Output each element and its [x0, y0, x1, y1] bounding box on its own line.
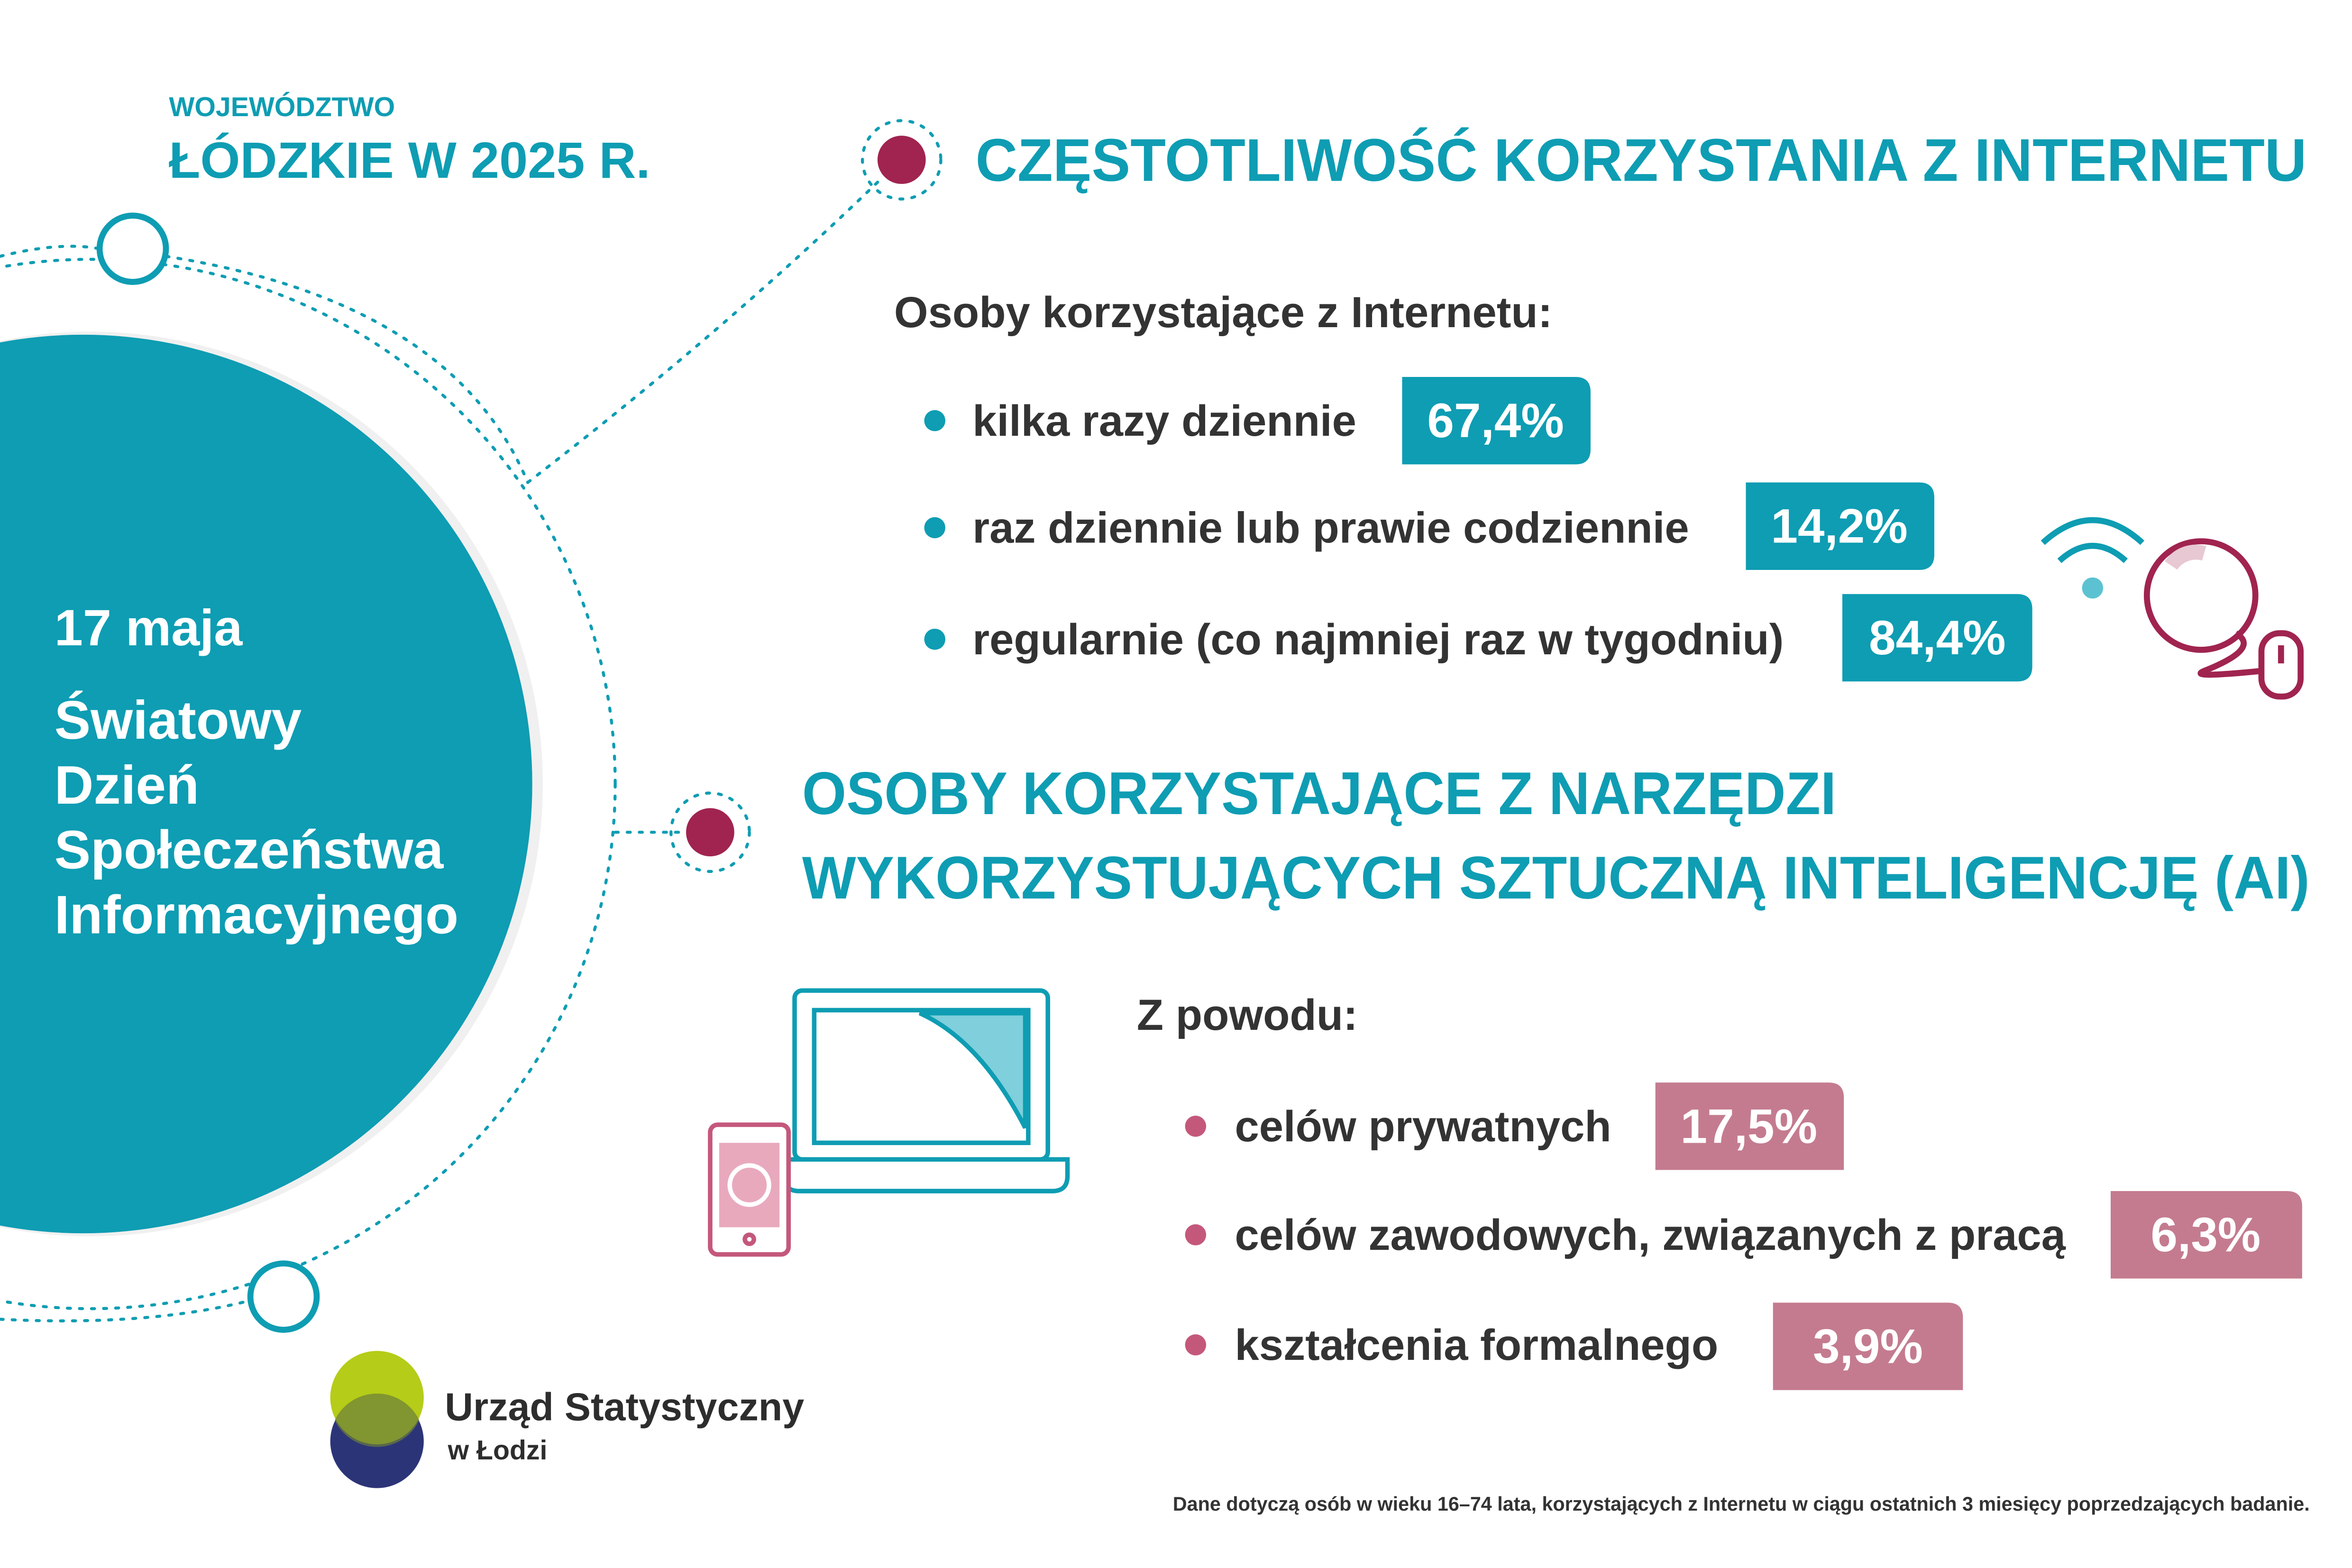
section-title: OSOBY KORZYSTAJĄCE Z NARZĘDZI	[802, 760, 1836, 827]
value-badge	[1773, 1302, 1963, 1390]
circle-title: Informacyjnego	[55, 884, 458, 945]
section-intro: Z powodu:	[1137, 990, 1358, 1039]
value-badge	[1746, 482, 1934, 570]
value-badge	[1402, 376, 1591, 465]
footnote: Dane dotyczą osób w wieku 16–74 lata, ko…	[1173, 1493, 2310, 1515]
item-label: celów zawodowych, związanych z pracą	[1235, 1210, 2066, 1259]
list-item: celów zawodowych, związanych z pracą 6,3…	[1185, 1191, 2302, 1279]
bullet	[1185, 1116, 1207, 1137]
bullet	[924, 517, 945, 539]
item-label: raz dziennie lub prawie codziennie	[972, 504, 1689, 552]
circle-title: Światowy	[55, 690, 302, 751]
item-label: celów prywatnych	[1235, 1102, 1611, 1151]
connector	[526, 176, 884, 484]
header-line1: WOJEWÓDZTWO	[169, 92, 395, 122]
section-dot	[686, 808, 734, 857]
item-value: 6,3%	[2151, 1208, 2260, 1262]
date: 17 maja	[55, 599, 243, 656]
item-value: 14,2%	[1771, 499, 1908, 553]
connector	[0, 245, 530, 484]
value-badge	[1842, 594, 2032, 682]
list-item: kilka razy dziennie 67,4%	[924, 376, 1591, 465]
section-dot-ring	[860, 119, 943, 201]
item-value: 84,4%	[1869, 611, 2006, 665]
ring-node	[96, 212, 169, 285]
logo-sub: w Łodzi	[448, 1435, 548, 1466]
section-title: CZĘSTOTLIWOŚĆ KORZYSTANIA Z INTERNETU	[976, 127, 2307, 194]
section-dot-ring	[669, 791, 751, 873]
main-circle	[0, 335, 532, 1233]
item-label: regularnie (co najmniej raz w tygodniu)	[972, 615, 1784, 664]
bullet	[1185, 1334, 1207, 1356]
logo: Urząd Statystyczny w Łodzi	[330, 1351, 804, 1488]
dotted-ring	[0, 258, 617, 1310]
bullet	[924, 410, 945, 431]
laptop-phone-icon	[708, 988, 1070, 1257]
item-value: 67,4%	[1427, 394, 1564, 448]
item-label: kilka razy dziennie	[972, 396, 1356, 445]
circle-title: Społeczeństwa	[55, 820, 444, 880]
section-dot	[877, 136, 926, 184]
logo-name: Urząd Statystyczny	[445, 1385, 804, 1429]
value-badge	[2110, 1191, 2302, 1279]
circle-title: Dzień	[55, 755, 199, 816]
value-badge	[1655, 1082, 1844, 1170]
item-label: kształcenia formalnego	[1235, 1320, 1719, 1369]
item-value: 17,5%	[1681, 1099, 1818, 1153]
wifi-mouse-icon	[2041, 517, 2304, 700]
bullet	[1185, 1224, 1207, 1246]
item-value: 3,9%	[1813, 1320, 1923, 1374]
ring-node	[247, 1260, 320, 1333]
bullet	[924, 628, 945, 650]
section-title: WYKORZYSTUJĄCYCH SZTUCZNĄ INTELIGENCJĘ (…	[802, 844, 2310, 911]
list-item: raz dziennie lub prawie codziennie 14,2%	[924, 482, 1934, 570]
list-item: celów prywatnych 17,5%	[1185, 1082, 1844, 1170]
section-intro: Osoby korzystające z Internetu:	[894, 288, 1553, 337]
header-line2: ŁÓDZKIE W 2025 R.	[169, 131, 650, 189]
list-item: regularnie (co najmniej raz w tygodniu) …	[924, 594, 2032, 682]
list-item: kształcenia formalnego 3,9%	[1185, 1302, 1963, 1390]
